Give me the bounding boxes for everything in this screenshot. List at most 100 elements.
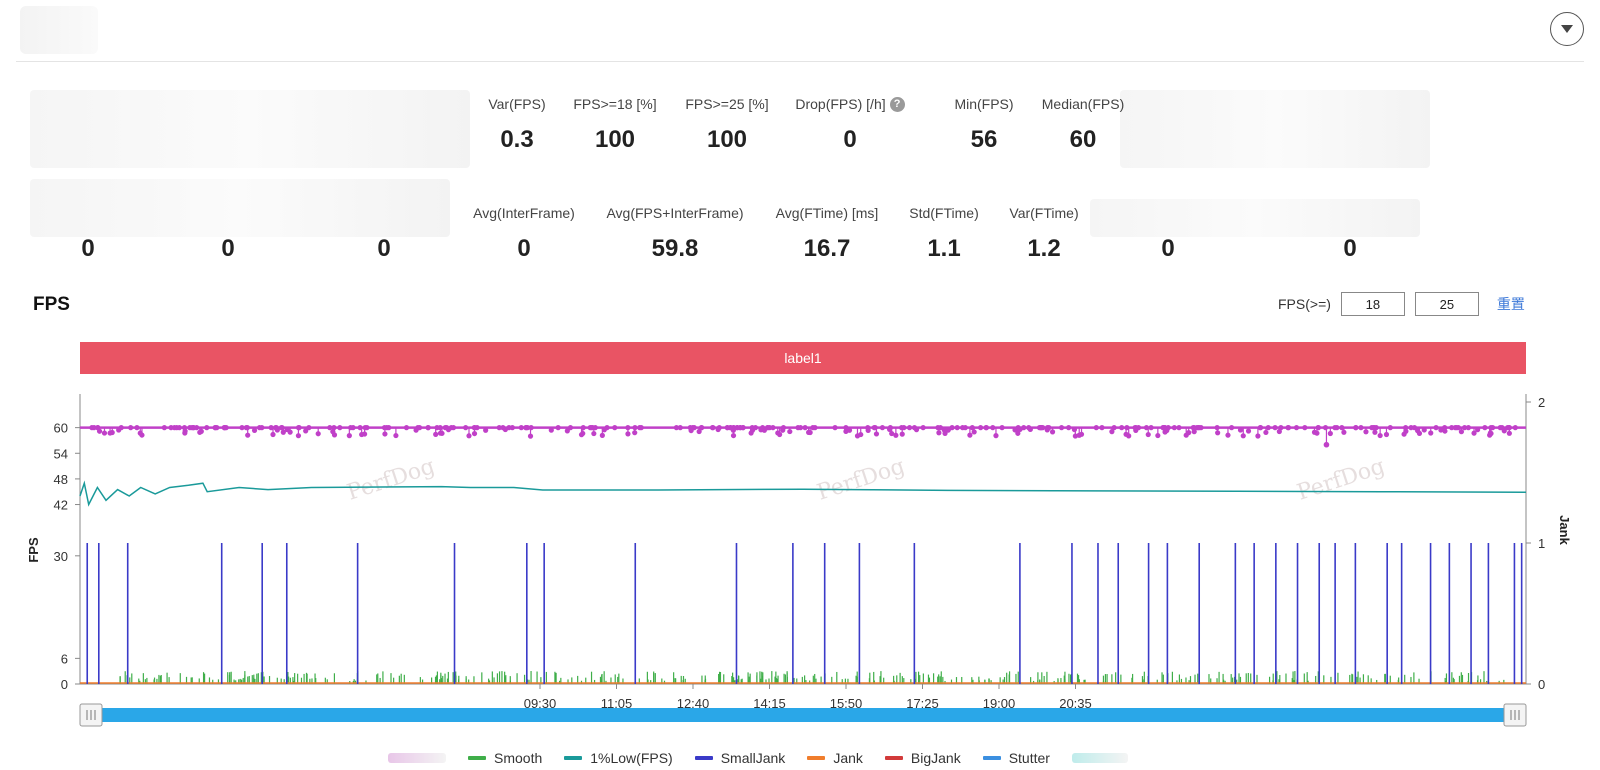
fps-point [1257, 425, 1263, 431]
fps-point [382, 431, 388, 437]
legend-item-bigjank[interactable]: BigJank [884, 750, 961, 766]
x-tick-label: 11:05 [601, 696, 633, 711]
legend-item-smalljank[interactable]: SmallJank [694, 750, 785, 766]
x-tick-label: 20:35 [1059, 696, 1092, 711]
fps-point [1302, 425, 1308, 431]
fps-point [245, 432, 251, 438]
label-bar[interactable]: label1 [80, 342, 1526, 374]
fps-point [1475, 427, 1481, 433]
fps-point [1263, 429, 1269, 436]
stat-value: 0 [1343, 235, 1357, 262]
legend-item-smooth[interactable]: Smooth [468, 750, 542, 766]
fps-point [1237, 427, 1244, 433]
fps-point [439, 430, 445, 436]
collapse-button[interactable] [1550, 12, 1584, 46]
fps-point [1315, 425, 1321, 431]
legend-swatch [807, 756, 826, 760]
fps-point [1255, 433, 1261, 439]
stat-value: 59.8 [651, 235, 699, 262]
legend-swatch [468, 756, 486, 760]
chevron-down-icon [1561, 25, 1573, 33]
stat-redacted-1: 0 [38, 205, 138, 263]
fps-point [425, 425, 431, 431]
fps-point [677, 425, 683, 431]
series-1pct-low-line [79, 480, 1527, 507]
legend-item-redacted[interactable] [1071, 753, 1128, 763]
legend-swatch [564, 756, 583, 760]
stat-label-text: Drop(FPS) [/h] [795, 96, 886, 112]
legend-label: Jank [833, 750, 863, 766]
x-tick-label: 14:15 [753, 696, 786, 711]
fps-point [1488, 430, 1494, 437]
fps-point [137, 430, 143, 436]
stat-fps-18: FPS>=18 [%] 100 [565, 96, 665, 154]
fps-point [528, 425, 534, 431]
fps-threshold-high-input[interactable] [1414, 292, 1479, 316]
fps-point [592, 425, 598, 431]
fps-point [1377, 432, 1383, 439]
fps-point [444, 425, 450, 431]
fps-point [403, 425, 410, 431]
reset-link[interactable]: 重置 [1496, 296, 1525, 312]
fps-point [413, 427, 419, 433]
y2-tick-label: 2 [1538, 395, 1545, 410]
stat-label: Avg(InterFrame) [473, 205, 575, 221]
stat-redacted-3: 0 [334, 205, 434, 263]
fps-point [1164, 427, 1170, 434]
fps-point [1363, 429, 1369, 435]
y-tick-label: 0 [61, 677, 68, 692]
legend-item-stutter[interactable]: Stutter [982, 750, 1050, 766]
stat-value: 60 [1069, 126, 1097, 153]
fps-point [696, 428, 702, 435]
fps-chart[interactable]: PerfDog PerfDog PerfDog 0 6 30 42 48 54 60 0 1 2 FPS… [0, 390, 1600, 750]
legend-item-1pct-low[interactable]: 1%Low(FPS) [564, 750, 673, 766]
y2-axis-label: Jank [1557, 515, 1572, 545]
fps-point [599, 432, 605, 438]
fps-point [1327, 430, 1333, 437]
y-axis-label: FPS [26, 537, 41, 563]
fps-point [710, 425, 716, 431]
fps-point [244, 425, 250, 431]
fps-point [990, 425, 996, 431]
redacted-stats [30, 90, 470, 168]
stat-redacted-2: 0 [178, 205, 278, 263]
help-icon[interactable]: ? [889, 96, 905, 112]
fps-point [941, 427, 947, 433]
legend-item-jank[interactable]: Jank [807, 750, 863, 766]
fps-point [802, 425, 808, 431]
stat-label: Median(FPS) [1041, 96, 1125, 112]
fps-point [386, 425, 392, 431]
stats-row-2: 0 0 0 Avg(InterFrame) 0 Avg(FPS+InterFra… [0, 179, 1600, 285]
stat-label [334, 205, 434, 221]
fps-point [1026, 425, 1032, 431]
y-tick-label: 42 [54, 498, 68, 513]
legend-label: Smooth [494, 750, 543, 766]
fps-point [1198, 425, 1204, 431]
fps-point [580, 425, 586, 431]
x-tick-label: 17:25 [906, 696, 939, 711]
fps-point [1442, 428, 1448, 434]
fps-point [971, 429, 977, 435]
fps-point [1015, 425, 1021, 431]
fps-point-min [1323, 441, 1330, 448]
fps-point [280, 429, 286, 435]
redacted-stats [30, 179, 450, 237]
fps-point [116, 427, 122, 433]
fps-point [1132, 425, 1138, 431]
fps-point [274, 427, 280, 433]
fps-threshold-low-input[interactable] [1340, 292, 1405, 316]
fps-point [625, 425, 631, 431]
watermark-text: PerfDog [344, 454, 438, 506]
fps-point [168, 425, 174, 431]
fps-point [190, 425, 197, 431]
fps-point [89, 425, 95, 431]
fps-point [128, 425, 134, 431]
stat-label: FPS>=25 [%] [685, 96, 769, 112]
fps-point [1415, 428, 1421, 434]
legend-item-fps[interactable] [388, 753, 446, 763]
fps-point [632, 430, 638, 436]
fps-point [1358, 425, 1364, 431]
fps-point [187, 425, 193, 431]
fps-point [1512, 425, 1518, 431]
fps-point [1071, 426, 1078, 433]
